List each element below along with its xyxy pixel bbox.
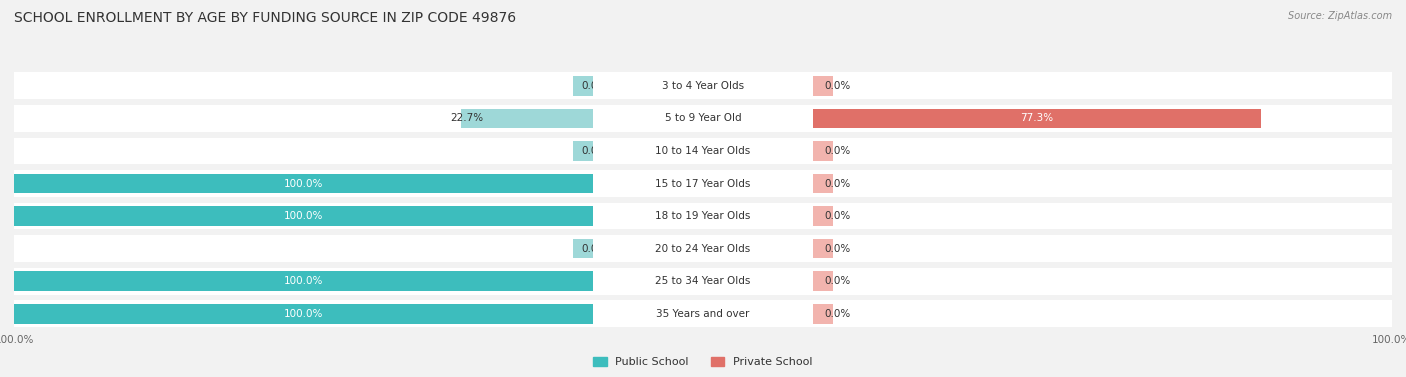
Bar <box>593 300 813 327</box>
Text: 0.0%: 0.0% <box>825 179 851 188</box>
Bar <box>14 72 593 99</box>
Bar <box>813 271 834 291</box>
Bar <box>813 239 834 259</box>
Text: 0.0%: 0.0% <box>825 81 851 91</box>
Bar <box>813 206 834 226</box>
Bar <box>14 138 593 164</box>
Bar <box>593 203 813 230</box>
Bar <box>593 170 813 197</box>
Text: 3 to 4 Year Olds: 3 to 4 Year Olds <box>662 81 744 91</box>
Bar <box>14 206 593 226</box>
Text: 22.7%: 22.7% <box>450 113 482 123</box>
Bar <box>593 105 813 132</box>
Bar <box>593 72 813 99</box>
Bar <box>593 235 813 262</box>
Bar <box>14 268 593 294</box>
Bar <box>461 109 593 128</box>
Text: 100.0%: 100.0% <box>284 276 323 286</box>
Text: 100.0%: 100.0% <box>284 211 323 221</box>
Text: Source: ZipAtlas.com: Source: ZipAtlas.com <box>1288 11 1392 21</box>
Bar <box>593 138 813 164</box>
Text: 10 to 14 Year Olds: 10 to 14 Year Olds <box>655 146 751 156</box>
Bar <box>14 304 593 323</box>
Text: 0.0%: 0.0% <box>825 146 851 156</box>
Bar <box>572 239 593 259</box>
Bar <box>14 105 593 132</box>
Bar <box>14 170 593 197</box>
Bar <box>14 203 593 230</box>
Text: 35 Years and over: 35 Years and over <box>657 309 749 319</box>
Bar <box>813 170 1392 197</box>
Bar <box>813 300 1392 327</box>
Legend: Public School, Private School: Public School, Private School <box>589 352 817 371</box>
Text: 0.0%: 0.0% <box>825 211 851 221</box>
Bar <box>813 76 834 95</box>
Text: SCHOOL ENROLLMENT BY AGE BY FUNDING SOURCE IN ZIP CODE 49876: SCHOOL ENROLLMENT BY AGE BY FUNDING SOUR… <box>14 11 516 25</box>
Bar <box>572 76 593 95</box>
Bar <box>14 235 593 262</box>
Text: 0.0%: 0.0% <box>825 309 851 319</box>
Text: 0.0%: 0.0% <box>825 244 851 254</box>
Text: 100.0%: 100.0% <box>284 309 323 319</box>
Text: 0.0%: 0.0% <box>581 244 607 254</box>
Bar <box>813 174 834 193</box>
Bar <box>14 174 593 193</box>
Text: 0.0%: 0.0% <box>581 146 607 156</box>
Bar <box>813 304 834 323</box>
Text: 5 to 9 Year Old: 5 to 9 Year Old <box>665 113 741 123</box>
Text: 100.0%: 100.0% <box>284 179 323 188</box>
Text: 0.0%: 0.0% <box>581 81 607 91</box>
Text: 25 to 34 Year Olds: 25 to 34 Year Olds <box>655 276 751 286</box>
Bar <box>813 72 1392 99</box>
Bar <box>572 141 593 161</box>
Text: 18 to 19 Year Olds: 18 to 19 Year Olds <box>655 211 751 221</box>
Bar <box>813 235 1392 262</box>
Bar <box>14 300 593 327</box>
Bar <box>14 271 593 291</box>
Bar <box>813 141 834 161</box>
Bar <box>813 268 1392 294</box>
Bar <box>813 109 1261 128</box>
Text: 77.3%: 77.3% <box>1021 113 1053 123</box>
Text: 0.0%: 0.0% <box>825 276 851 286</box>
Bar <box>813 105 1392 132</box>
Bar <box>593 268 813 294</box>
Text: 15 to 17 Year Olds: 15 to 17 Year Olds <box>655 179 751 188</box>
Bar <box>813 138 1392 164</box>
Text: 20 to 24 Year Olds: 20 to 24 Year Olds <box>655 244 751 254</box>
Bar <box>813 203 1392 230</box>
